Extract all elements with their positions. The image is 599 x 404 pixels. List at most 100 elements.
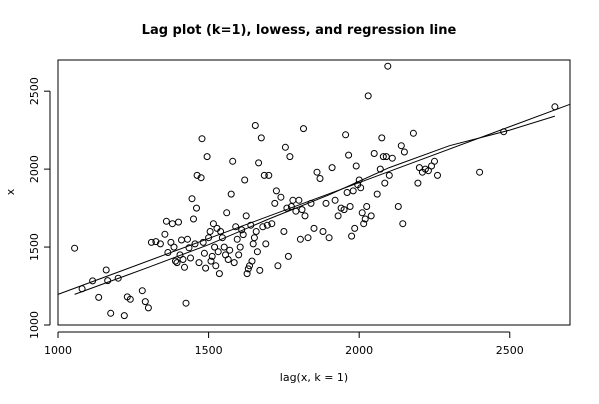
scatter-point [162,217,170,225]
scatter-point [255,159,263,167]
scatter-point [265,171,273,179]
scatter-point [399,220,407,228]
scatter-point [551,103,559,111]
x-tick-label: 2000 [345,344,373,357]
scatter-point [331,196,339,204]
scatter-point [191,240,199,248]
scatter-point [208,252,216,260]
scatter-point [200,249,208,257]
x-tick-label: 1000 [44,344,72,357]
x-axis: 1000 1500 2000 2500 [44,331,524,357]
scatter-point [126,295,134,303]
scatter-point [187,254,194,262]
scatter-point [351,224,359,232]
scatter-point [283,204,291,212]
scatter-point [378,134,386,142]
scatter-point [95,293,103,301]
scatter-point [233,235,241,243]
scatter-point [173,259,181,267]
scatter-point [188,195,196,203]
scatter-point [181,263,188,271]
scatter-point [355,176,363,184]
scatter-point [212,262,220,270]
scatter-point [319,228,327,235]
scatter-point [316,175,324,182]
regression-line [57,103,571,295]
scatter-point [348,232,356,240]
scatter-point [397,142,405,150]
scatter-point [340,206,348,214]
scatter-point [363,203,371,210]
scatter-point [156,240,164,248]
scatter-point [205,234,213,242]
scatter-point [102,266,110,274]
scatter-point [286,153,294,161]
scatter-point [298,206,306,214]
scatter-point [232,223,240,231]
scatter-point [214,248,222,256]
scatter-point [195,259,203,267]
scatter-point [141,298,149,306]
scatter-point [274,262,282,270]
scatter-point [280,228,288,235]
scatter-point [197,174,205,182]
scatter-point [89,277,97,285]
scatter-point [346,203,354,210]
scatter-point [215,270,223,278]
scatter-point [211,243,219,251]
scatter-point [476,168,484,176]
scatter-point [284,252,292,260]
scatter-point [224,256,232,263]
scatter-point [193,171,201,179]
scatter-point [304,234,312,242]
scatter-point [226,246,234,254]
y-tick-label: 1500 [28,233,41,261]
scatter-point [263,221,271,229]
scatter-point [349,187,357,195]
scatter-point [178,236,185,244]
y-axis: 1000 1500 2000 2500 [28,77,51,339]
scatter-point [370,150,378,157]
scatter-point [235,251,243,259]
scatter-point [184,235,191,243]
scatter-point [381,179,389,187]
scatter-point [78,285,86,293]
scatter-point [247,221,255,229]
scatter-point [120,312,128,320]
scatter-point [289,196,297,204]
scatter-point [256,266,264,274]
scatter-point [376,165,384,173]
scatter-point [250,234,258,242]
scatter-point [203,153,211,161]
scatter-point [345,151,353,159]
y-axis-label: x [4,188,17,195]
scatter-point [313,168,321,176]
y-tick-label: 2000 [28,155,41,183]
scatter-point [71,244,79,252]
chart-title: Lag plot (k=1), lowess, and regression l… [142,23,457,38]
scatter-point [147,238,155,246]
scatter-point [167,238,175,246]
scatter-point [328,164,336,172]
scatter-point [388,154,396,162]
scatter-point [207,257,215,265]
points-layer [71,62,559,320]
scatter-point [300,125,307,133]
scatter-point [239,231,247,239]
scatter-point [364,92,372,100]
scatter-point [357,184,365,192]
scatter-point [253,248,261,256]
scatter-point [241,176,249,184]
scatter-point [342,131,350,139]
scatter-point [358,209,366,217]
scatter-point [229,157,237,165]
scatter-point [260,171,268,179]
scatter-point [281,143,289,151]
scatter-point [107,309,115,317]
y-tick-label: 1000 [28,311,41,339]
scatter-point [257,134,265,142]
scatter-point [244,265,252,273]
scatter-point [251,122,259,129]
scatter-point [230,259,238,267]
lowess-line [74,115,556,295]
